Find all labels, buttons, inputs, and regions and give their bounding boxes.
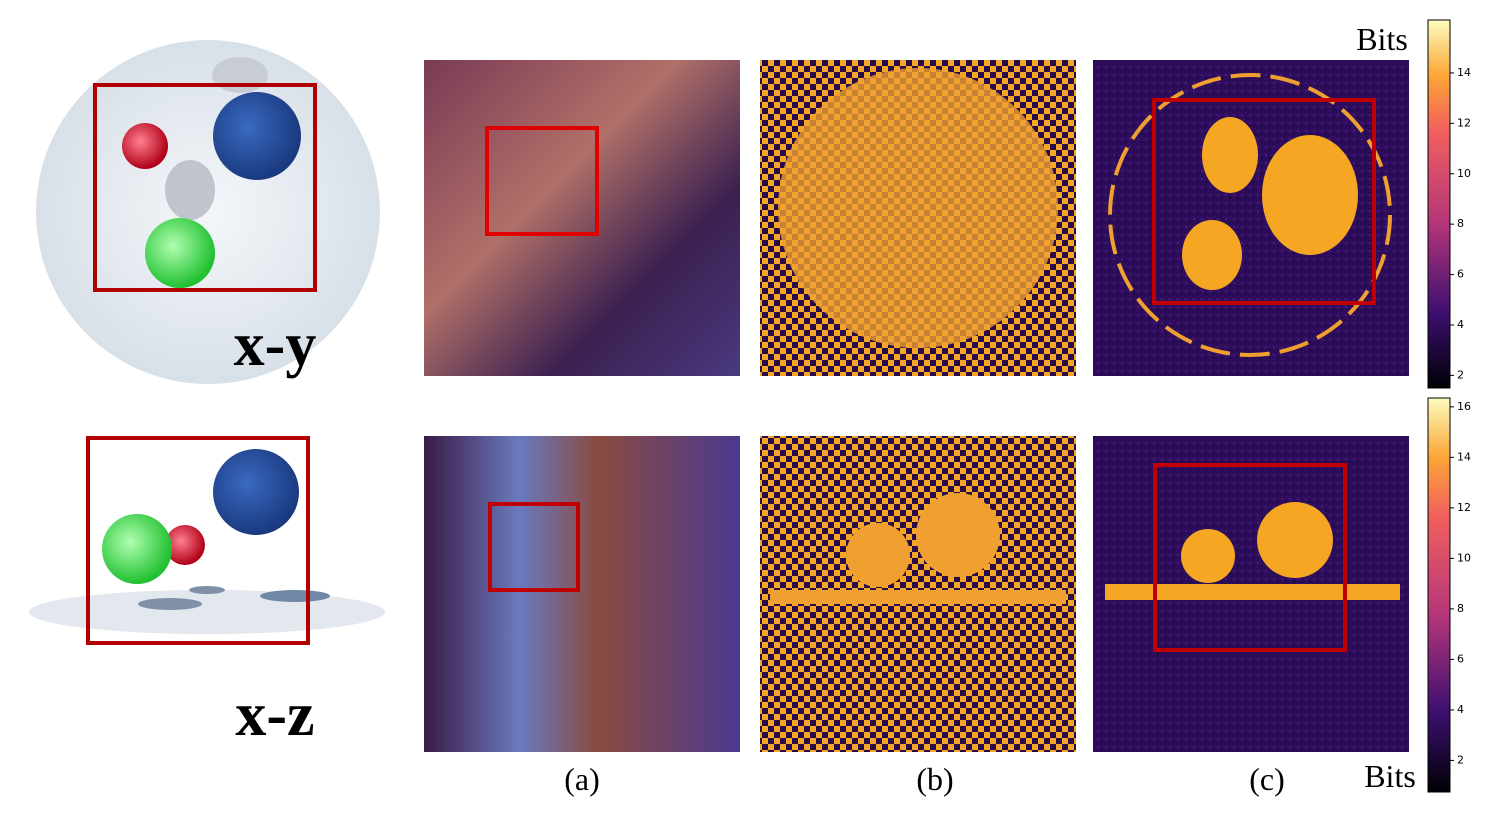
row-label: x-z [235,681,314,749]
tick-label: 16 [1457,400,1471,413]
row-label: x-y [234,311,317,379]
panel-label: (a) [564,761,600,797]
panel-label: (b) [916,761,953,797]
roi-box [488,502,580,592]
colorbar-title: Bits [1364,758,1416,794]
tick-label: 2 [1457,753,1464,766]
roi-box [485,126,599,236]
tick-label: 2 [1457,368,1464,381]
colorbar [1427,19,1451,389]
feature-map [424,60,740,376]
feature-map [424,436,740,752]
tick-label: 12 [1457,116,1471,129]
tick-label: 12 [1457,501,1471,514]
tick-label: 8 [1457,217,1464,230]
panel-label: (c) [1249,761,1285,797]
colorbar [1427,397,1451,793]
tick-label: 14 [1457,450,1471,463]
render-xy [36,40,380,384]
roi-box [1153,463,1347,652]
tick-label: 10 [1457,551,1471,564]
tick-label: 10 [1457,167,1471,180]
tick-label: 4 [1457,703,1464,716]
render-xz [29,436,385,645]
tick-label: 6 [1457,652,1464,665]
tick-label: 14 [1457,66,1471,79]
colorbar-title: Bits [1356,21,1408,57]
bit-map [1093,60,1409,376]
tick-label: 4 [1457,318,1464,331]
roi-box [1152,98,1376,305]
tick-label: 6 [1457,268,1464,281]
tick-label: 8 [1457,602,1464,615]
